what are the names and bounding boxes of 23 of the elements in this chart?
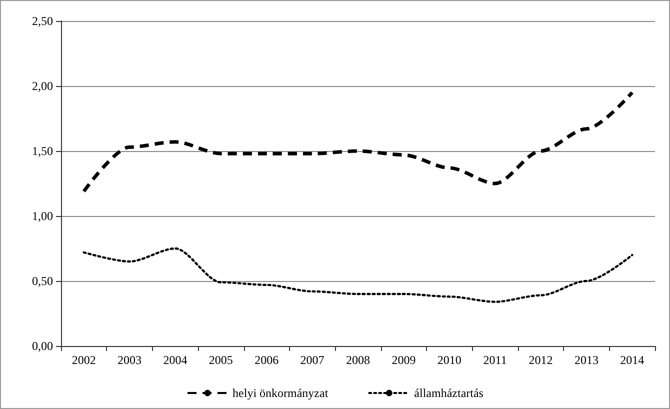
x-tick-label: 2006 [254,353,279,367]
line-series [82,247,634,303]
y-tick-label: 2,50 [32,14,53,28]
x-tick-label: 2012 [528,353,553,367]
y-tick-label: 1,00 [32,209,53,223]
x-tick-label: 2004 [163,353,188,367]
x-tick-label: 2008 [346,353,370,367]
legend-label: államháztartás [414,386,484,400]
x-tick-label: 2005 [208,353,233,367]
legend-label: helyi önkormányzat [232,386,329,400]
y-tick-label: 0,50 [32,274,53,288]
x-tick-label: 2003 [118,353,142,367]
x-tick-label: 2014 [620,353,644,367]
y-tick-label: 2,00 [32,79,53,93]
line-series [82,90,634,194]
x-tick-label: 2007 [300,353,324,367]
y-tick-label: 1,50 [32,144,53,158]
y-tick-label: 0,00 [32,339,53,353]
x-tick-label: 2010 [437,353,462,367]
x-tick-label: 2009 [392,353,416,367]
x-tick-label: 2011 [483,353,507,367]
x-tick-label: 2002 [72,353,96,367]
x-tick-label: 2013 [574,353,598,367]
